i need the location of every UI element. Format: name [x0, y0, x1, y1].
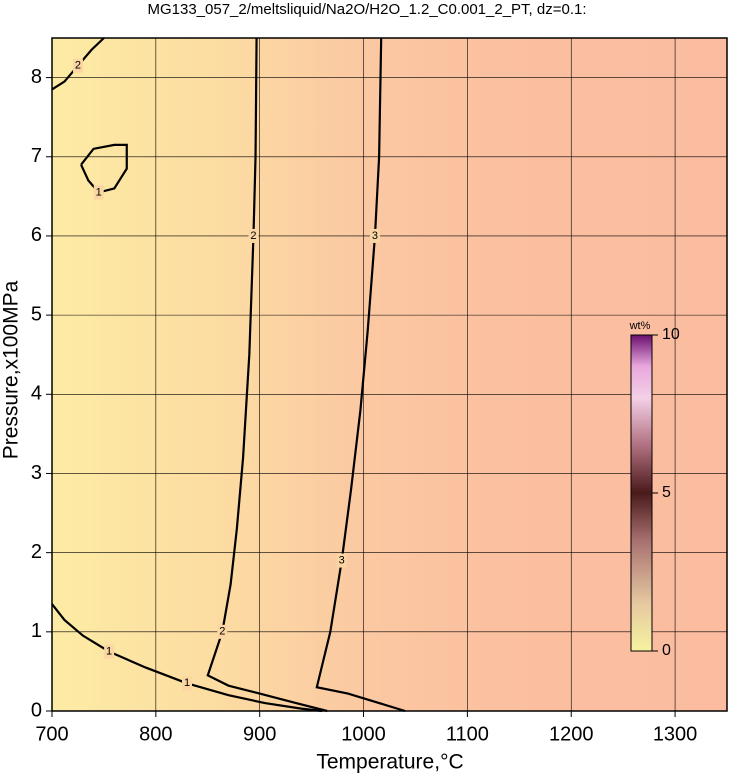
plot-background [52, 38, 727, 711]
contour-line [315, 37, 406, 713]
contours: 2 2 3 3 1 1 2 1 [51, 37, 406, 713]
contour-label-bg [248, 228, 259, 243]
contour-label-bg [93, 185, 104, 200]
x-tick-label: 1000 [341, 723, 386, 745]
x-tick-label: 800 [139, 723, 172, 745]
colorbar [630, 334, 653, 652]
contour-label-bg [217, 624, 228, 639]
contour-label-bg [72, 58, 83, 73]
contour-label-bg [369, 228, 380, 243]
chart-title: MG133_057_2/meltsliquid/Na2O/H2O_1.2_C0.… [147, 1, 586, 18]
contour-label: 2 [75, 60, 81, 72]
contour-label: 1 [184, 677, 190, 689]
colorbar-label: wt% [629, 320, 651, 332]
contour-label: 3 [372, 230, 378, 242]
y-tick-label: 8 [31, 66, 42, 88]
y-tick-label: 6 [31, 224, 42, 246]
colorbar-tick-label: 10 [662, 326, 680, 343]
contour-label: 1 [106, 646, 112, 658]
y-tick-label: 1 [31, 620, 42, 642]
contour-line [80, 143, 128, 194]
x-tick-label: 700 [35, 723, 68, 745]
x-tick-label: 1200 [549, 723, 594, 745]
contour-label-bg [182, 676, 192, 691]
y-tick-label: 5 [31, 303, 42, 325]
y-axis-label: Pressure,x100MPa [0, 280, 23, 459]
x-tick-label: 1300 [653, 723, 698, 745]
contour-label-bg [336, 553, 347, 568]
contour-label-bg [104, 644, 115, 659]
plot-frame [51, 37, 728, 712]
contour-label: 1 [96, 186, 102, 198]
y-tick-label: 2 [31, 541, 42, 563]
contour-label: 2 [250, 230, 256, 242]
grid [51, 38, 727, 712]
x-axis-label: Temperature,°C [316, 751, 463, 774]
x-tick-label: 1100 [446, 723, 489, 745]
colorbar-tick-label: 5 [662, 484, 671, 501]
x-tick-label: 900 [243, 723, 276, 745]
contour-label: 3 [339, 554, 345, 566]
y-tick-label: 0 [31, 699, 42, 721]
y-tick-label: 7 [31, 145, 42, 167]
colorbar-tick-label: 0 [662, 642, 671, 659]
y-tick-label: 3 [31, 462, 42, 484]
y-tick-label: 4 [31, 383, 42, 405]
contour-line [51, 603, 323, 713]
contour-label: 2 [219, 626, 225, 638]
